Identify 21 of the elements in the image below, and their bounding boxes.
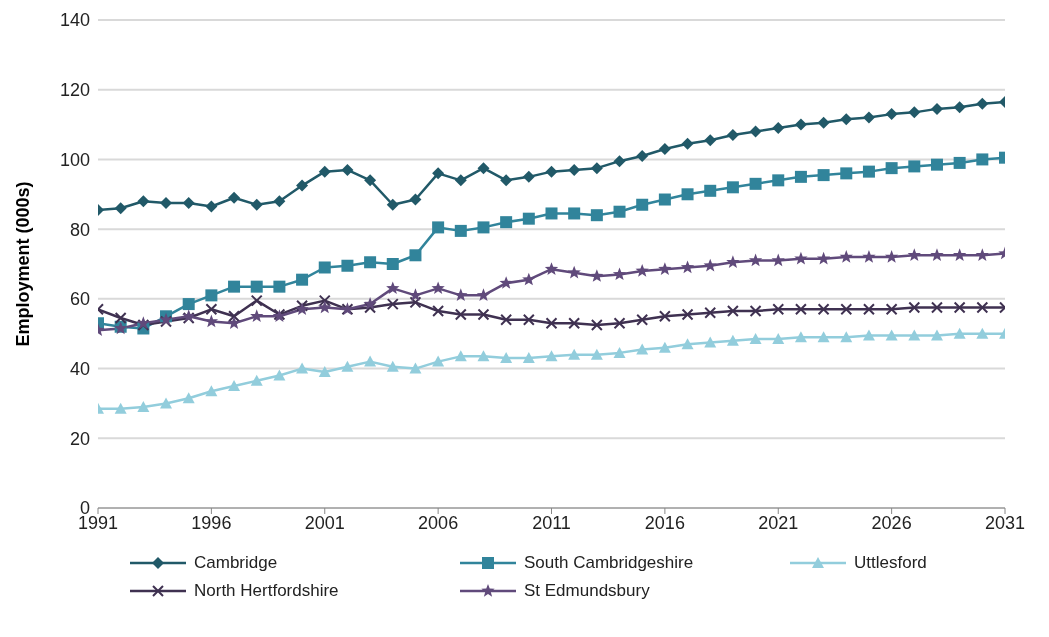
x-tick-label: 1996 — [191, 512, 232, 533]
y-axis-title: Employment (000s) — [13, 181, 34, 347]
y-tick-label: 140 — [59, 10, 90, 31]
x-tick-label: 2006 — [418, 512, 459, 533]
legend-label: Cambridge — [194, 553, 278, 573]
legend-label: St Edmundsbury — [524, 581, 650, 601]
legend-label: North Hertfordshire — [194, 581, 339, 601]
y-tick-label: 60 — [69, 289, 90, 310]
y-tick-label: 40 — [69, 358, 90, 379]
legend-label: Uttlesford — [854, 553, 927, 573]
x-tick-label: 2001 — [304, 512, 345, 533]
x-tick-label: 2026 — [871, 512, 912, 533]
y-tick-label: 120 — [59, 80, 90, 101]
y-tick-label: 20 — [69, 428, 90, 449]
x-tick-label: 2021 — [758, 512, 799, 533]
x-tick-label: 2031 — [984, 512, 1026, 533]
x-tick-label: 2011 — [532, 512, 571, 533]
y-tick-label: 100 — [59, 149, 90, 170]
y-tick-label: 80 — [69, 219, 90, 240]
x-tick-label: 2016 — [644, 512, 685, 533]
legend-label: South Cambridgeshire — [524, 553, 694, 573]
